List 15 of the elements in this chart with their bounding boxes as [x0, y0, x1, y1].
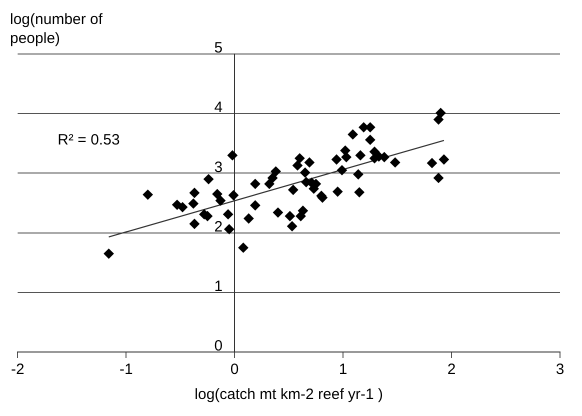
annotation: R² = 0.53	[58, 132, 120, 149]
x-tick-label: -1	[119, 361, 133, 378]
y-tick-label: 5	[214, 40, 223, 57]
x-axis-title: log(catch mt km-2 reef yr-1 )	[194, 386, 384, 404]
y-tick-label: 4	[214, 99, 223, 116]
x-tick-label: -2	[10, 361, 24, 378]
x-tick-label: 3	[556, 361, 564, 378]
y-tick-label: 2	[214, 218, 223, 236]
y-axis-title: log(number of people)	[10, 10, 104, 48]
x-tick-label: 1	[338, 361, 348, 378]
x-tick-label: 2	[447, 361, 456, 378]
y-tick-label: 0	[214, 338, 223, 355]
y-tick-label: 1	[214, 278, 223, 296]
x-tick-label: 0	[230, 361, 239, 378]
y-tick-label: 3	[214, 158, 223, 176]
